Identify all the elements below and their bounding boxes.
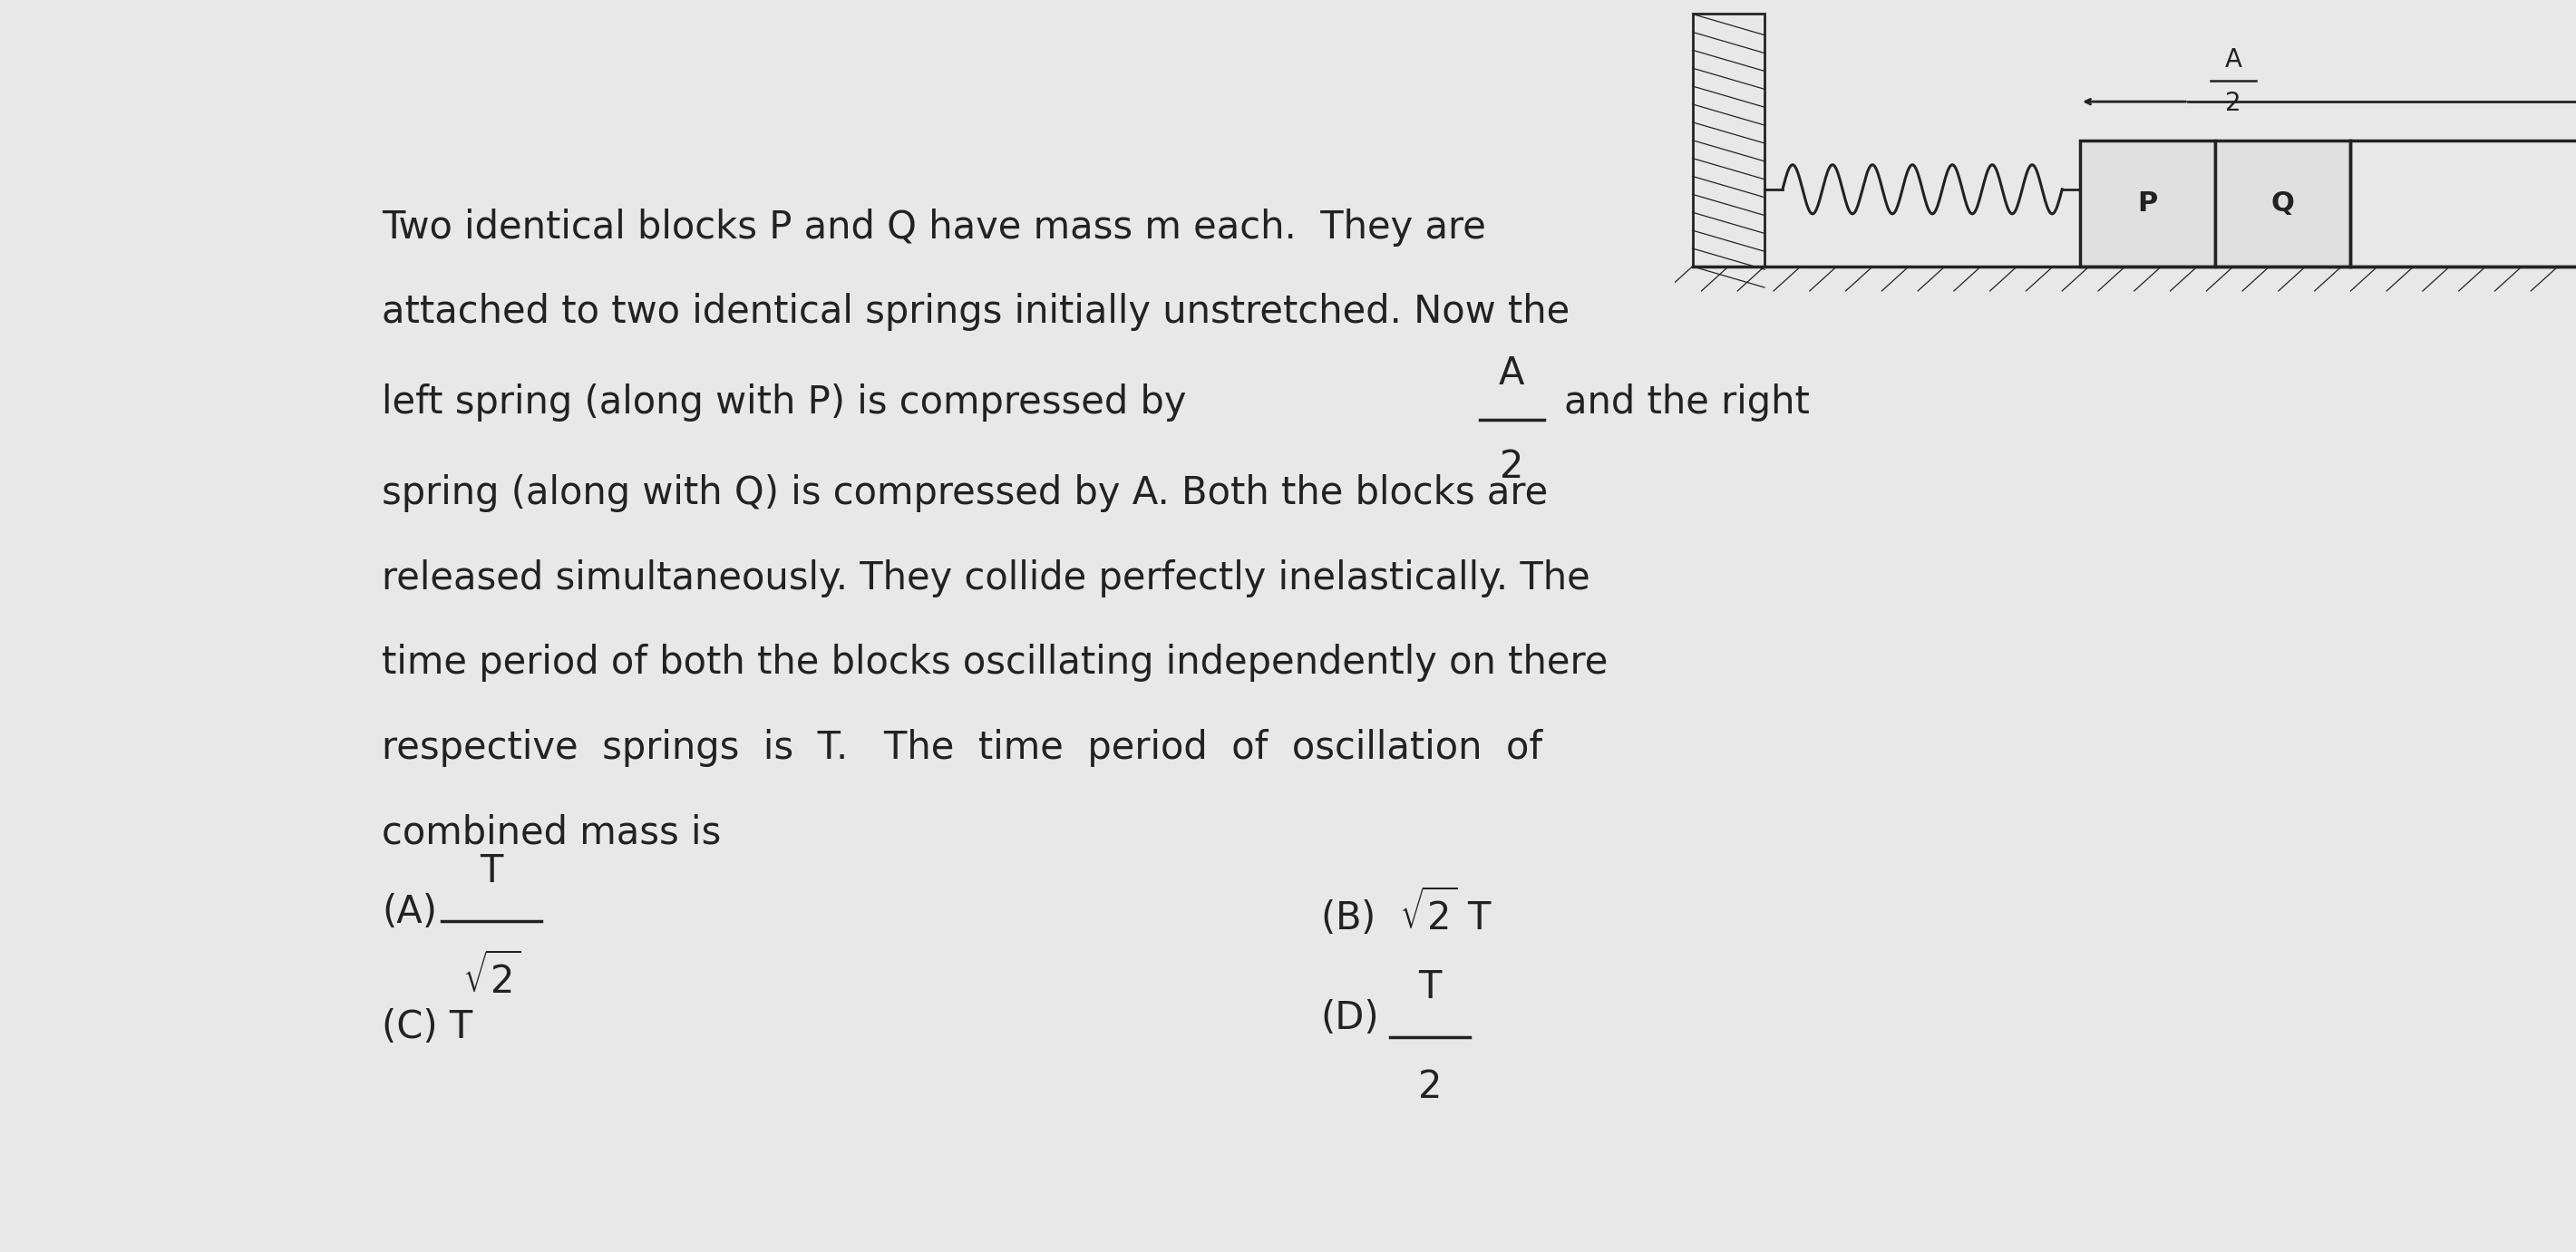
Text: Two identical blocks P and Q have mass m each.  They are: Two identical blocks P and Q have mass m… [381,208,1486,247]
Text: and the right: and the right [1564,383,1808,422]
Bar [2215,140,2352,267]
Text: 2: 2 [2226,91,2241,116]
Text: 2: 2 [1499,447,1525,486]
Text: T: T [479,853,502,890]
Text: (C) T: (C) T [381,1008,474,1047]
Text: respective  springs  is  T.   The  time  period  of  oscillation  of: respective springs is T. The time period… [381,729,1543,766]
Text: T: T [1419,968,1443,1007]
Text: spring (along with Q) is compressed by A. Both the blocks are: spring (along with Q) is compressed by A… [381,475,1548,512]
Text: A: A [2226,46,2241,73]
Text: attached to two identical springs initially unstretched. Now the: attached to two identical springs initia… [381,293,1569,331]
Text: $\sqrt{2}$: $\sqrt{2}$ [464,954,520,1002]
Text: 2: 2 [1417,1068,1443,1107]
Text: Q: Q [2272,190,2295,217]
Text: released simultaneously. They collide perfectly inelastically. The: released simultaneously. They collide pe… [381,558,1589,597]
Text: time period of both the blocks oscillating independently on there: time period of both the blocks oscillati… [381,644,1607,682]
Text: P: P [2138,190,2159,217]
Text: (A): (A) [381,893,438,931]
Text: A: A [1499,354,1525,393]
Bar [1692,14,1765,267]
Text: combined mass is: combined mass is [381,814,721,851]
Bar [2081,140,2215,267]
Text: (D): (D) [1319,999,1378,1037]
Text: (B)  $\sqrt{2}$ T: (B) $\sqrt{2}$ T [1319,885,1492,938]
Text: left spring (along with P) is compressed by: left spring (along with P) is compressed… [381,383,1188,422]
